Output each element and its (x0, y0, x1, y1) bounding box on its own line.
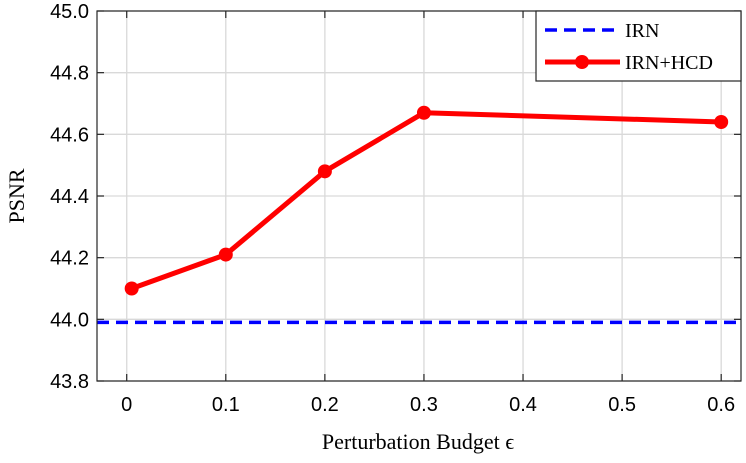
y-tick-label: 45.0 (50, 1, 89, 23)
y-axis-label: PSNR (4, 168, 29, 223)
ticks: 0 0.1 0.2 0.3 0.4 0.5 0.6 43.8 44.0 44.2 44.4 44.6 4… (50, 1, 741, 416)
data-point-irn-hcd (714, 115, 729, 129)
y-tick-label: 44.0 (50, 309, 89, 331)
y-tick-label: 43.8 (50, 371, 89, 393)
x-tick-label: 0.4 (509, 394, 537, 416)
legend-label-irn: IRN (625, 20, 659, 42)
data-point-irn-hcd (416, 105, 431, 120)
x-tick-label: 0.2 (311, 394, 339, 416)
x-tick-label: 0.6 (707, 394, 735, 416)
legend-marker-irn-hcd (575, 55, 589, 69)
data-point-irn-hcd (124, 281, 139, 296)
x-axis-label: Perturbation Budget ϵ (322, 429, 514, 454)
data-point-irn-hcd (317, 164, 332, 179)
x-tick-label: 0 (121, 394, 132, 416)
data-point-irn-hcd (218, 247, 233, 262)
series-layer (97, 105, 741, 325)
legend-box (535, 10, 742, 82)
y-tick-label: 44.2 (50, 248, 89, 270)
x-tick-label: 0.3 (410, 394, 438, 416)
legend-label-irn-hcd: IRN+HCD (625, 52, 713, 74)
y-tick-label: 44.6 (50, 124, 89, 146)
x-tick-label: 0.1 (212, 394, 240, 416)
y-tick-label: 44.4 (50, 186, 89, 208)
x-tick-label: 0.5 (608, 394, 636, 416)
legend: IRN IRN+HCD (535, 10, 742, 82)
y-tick-label: 44.8 (50, 63, 89, 85)
